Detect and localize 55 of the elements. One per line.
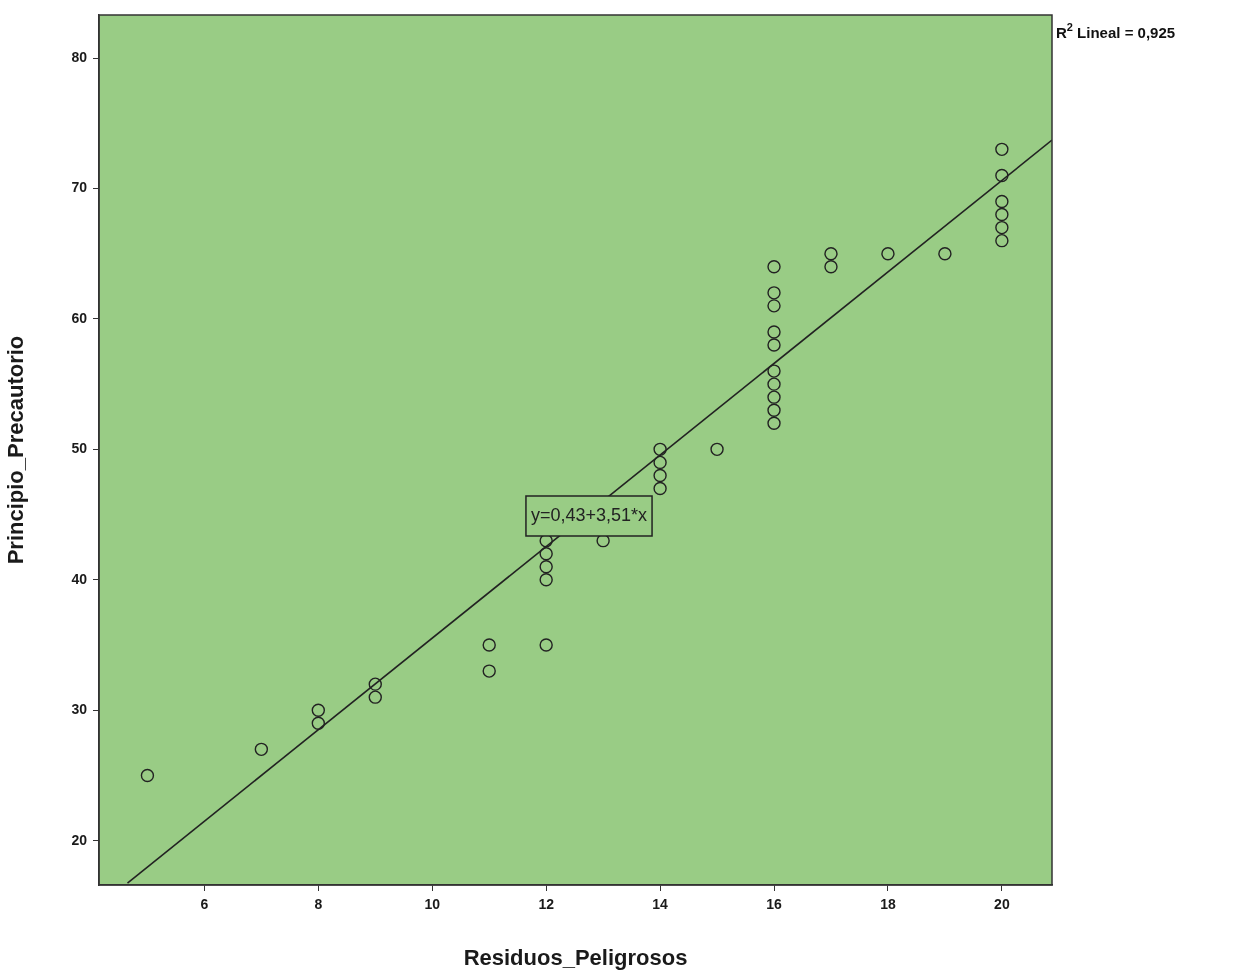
x-axis-title: Residuos_Peligrosos [463, 944, 688, 970]
point [767, 338, 781, 352]
point [995, 220, 1009, 235]
point [539, 560, 553, 574]
point [767, 416, 781, 430]
y-axis-title: Principio_Precautorio [3, 335, 29, 565]
point [653, 455, 667, 470]
point [767, 286, 781, 300]
point [995, 207, 1009, 222]
x-tick-label: 8 [314, 896, 323, 913]
y-tick-label: 80 [71, 48, 88, 65]
point [311, 703, 326, 717]
point [539, 573, 553, 587]
y-tick-label: 30 [71, 701, 88, 718]
x-tick-label: 14 [652, 896, 669, 913]
x-tick-label: 10 [424, 896, 441, 913]
point [539, 638, 553, 652]
point [710, 442, 724, 457]
point [995, 142, 1009, 157]
x-tick-label: 20 [994, 896, 1010, 913]
point [482, 664, 496, 678]
point [995, 233, 1009, 248]
point [653, 481, 667, 496]
point [311, 716, 326, 730]
point [767, 299, 781, 313]
x-tick-label: 6 [200, 896, 209, 913]
point [767, 364, 781, 378]
x-tick-label: 16 [766, 896, 783, 913]
y-tick-label: 60 [71, 309, 88, 326]
point [368, 690, 382, 704]
point [938, 247, 952, 261]
x-tick-label: 12 [538, 896, 555, 913]
point [368, 677, 382, 691]
point [995, 168, 1009, 183]
point [653, 468, 667, 483]
point [824, 260, 838, 274]
y-tick-label: 70 [71, 179, 88, 196]
point [767, 325, 781, 339]
point [824, 247, 838, 261]
point [767, 390, 781, 404]
point [767, 377, 781, 391]
point [539, 547, 553, 561]
point [140, 768, 155, 783]
x-tick-label: 18 [880, 896, 896, 913]
point [767, 260, 781, 274]
y-tick-label: 50 [71, 440, 88, 457]
point [653, 442, 667, 457]
point [767, 403, 781, 417]
point [881, 247, 895, 261]
point [995, 194, 1009, 209]
point [254, 742, 269, 757]
point [482, 638, 496, 652]
annotation: y=0,43+3,51*x [530, 504, 648, 525]
y-tick-label: 20 [71, 831, 88, 848]
y-tick-label: 40 [71, 570, 88, 587]
